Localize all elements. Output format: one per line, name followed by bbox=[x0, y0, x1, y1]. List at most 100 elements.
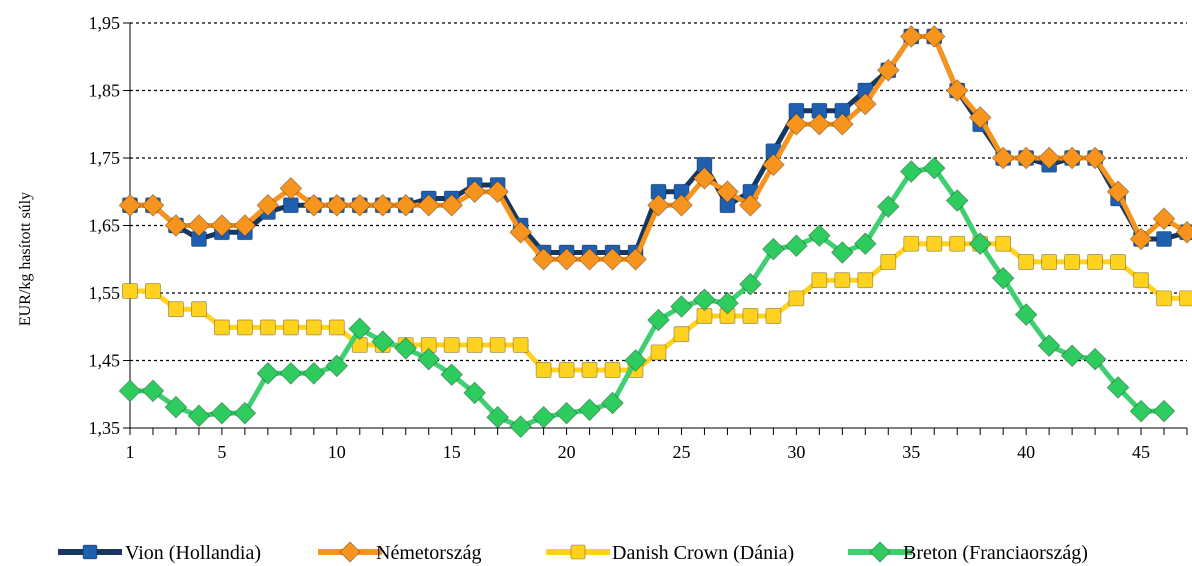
data-point bbox=[257, 363, 279, 385]
x-tick-label: 15 bbox=[443, 442, 461, 462]
data-point bbox=[303, 363, 325, 385]
data-point bbox=[996, 236, 1011, 251]
data-point bbox=[671, 296, 693, 318]
series-line bbox=[130, 37, 1187, 253]
data-point bbox=[674, 327, 689, 342]
data-point bbox=[812, 273, 827, 288]
data-point bbox=[395, 194, 417, 216]
legend-label: Breton (Franciaország) bbox=[903, 542, 1088, 564]
data-point bbox=[533, 406, 555, 428]
legend-item: Danish Crown (Dánia) bbox=[546, 542, 794, 564]
y-tick-label: 1,95 bbox=[89, 13, 121, 33]
data-point bbox=[119, 380, 141, 402]
legend-swatch-marker bbox=[870, 542, 890, 562]
data-point bbox=[950, 236, 965, 251]
data-point bbox=[329, 320, 344, 335]
data-point bbox=[1157, 291, 1172, 306]
data-point bbox=[786, 235, 808, 257]
data-point bbox=[188, 405, 210, 427]
data-point bbox=[191, 302, 206, 317]
data-point bbox=[743, 308, 758, 323]
x-tick-label: 1 bbox=[126, 442, 135, 462]
data-point bbox=[927, 236, 942, 251]
data-point bbox=[211, 402, 233, 424]
y-tick-label: 1,35 bbox=[89, 418, 121, 438]
data-point bbox=[559, 362, 574, 377]
data-point bbox=[237, 320, 252, 335]
x-tick-label: 25 bbox=[672, 442, 690, 462]
data-point bbox=[349, 194, 371, 216]
data-point bbox=[579, 399, 601, 421]
data-point bbox=[1180, 291, 1192, 306]
x-tick-label: 20 bbox=[558, 442, 576, 462]
legend-item: Breton (Franciaország) bbox=[848, 542, 1088, 564]
data-point bbox=[904, 236, 919, 251]
data-point bbox=[372, 194, 394, 216]
legend-label: Németország bbox=[376, 542, 482, 564]
x-tick-label: 45 bbox=[1132, 442, 1150, 462]
data-point bbox=[283, 320, 298, 335]
data-point bbox=[326, 194, 348, 216]
data-point bbox=[510, 416, 532, 438]
data-point bbox=[1157, 232, 1172, 247]
data-point bbox=[280, 363, 302, 385]
data-point bbox=[260, 320, 275, 335]
data-point bbox=[467, 337, 482, 352]
legend-swatch-marker bbox=[340, 542, 360, 562]
series-group bbox=[119, 26, 1192, 438]
data-point bbox=[1019, 254, 1034, 269]
y-tick-label: 1,45 bbox=[89, 351, 121, 371]
data-point bbox=[214, 320, 229, 335]
data-point bbox=[602, 392, 624, 414]
x-tick-labels: 1 5 10 15 20 25 30 35 40 45 bbox=[126, 442, 1151, 462]
data-point bbox=[923, 26, 945, 48]
data-point bbox=[651, 345, 666, 360]
data-point bbox=[858, 273, 873, 288]
legend-swatch-marker bbox=[83, 545, 97, 559]
data-point bbox=[1042, 254, 1057, 269]
data-point bbox=[513, 337, 528, 352]
legend-label: Danish Crown (Dánia) bbox=[612, 542, 794, 564]
data-point bbox=[582, 362, 597, 377]
data-point bbox=[168, 302, 183, 317]
data-point bbox=[1061, 345, 1083, 367]
y-tick-label: 1,65 bbox=[89, 216, 121, 236]
data-point bbox=[1061, 147, 1083, 169]
data-point bbox=[1015, 147, 1037, 169]
data-point bbox=[694, 289, 716, 311]
data-point bbox=[145, 283, 160, 298]
data-point bbox=[1088, 254, 1103, 269]
legend-item: Vion (Hollandia) bbox=[58, 542, 261, 564]
data-point bbox=[536, 362, 551, 377]
data-point bbox=[1134, 273, 1149, 288]
y-tick-label: 1,85 bbox=[89, 81, 121, 101]
y-axis-label: EUR/kg hasított súly bbox=[17, 192, 34, 326]
x-tick-label: 35 bbox=[902, 442, 920, 462]
data-point bbox=[490, 337, 505, 352]
data-point bbox=[766, 308, 781, 323]
data-point bbox=[306, 320, 321, 335]
legend: Vion (Hollandia) Németország Danish Crown … bbox=[58, 542, 1088, 564]
data-point bbox=[1065, 254, 1080, 269]
data-point bbox=[283, 198, 298, 213]
x-tick-label: 40 bbox=[1017, 442, 1035, 462]
data-point bbox=[789, 291, 804, 306]
data-point bbox=[444, 337, 459, 352]
data-point bbox=[605, 362, 620, 377]
data-point bbox=[1111, 254, 1126, 269]
y-tick-label: 1,75 bbox=[89, 148, 121, 168]
data-point bbox=[648, 309, 670, 331]
data-point bbox=[556, 402, 578, 424]
data-point bbox=[123, 283, 138, 298]
legend-swatch-marker bbox=[571, 545, 585, 559]
legend-item: Németország bbox=[318, 542, 482, 564]
data-point bbox=[234, 402, 256, 424]
data-point bbox=[881, 254, 896, 269]
data-point bbox=[1153, 400, 1175, 422]
data-point bbox=[119, 194, 141, 216]
data-point bbox=[835, 273, 850, 288]
legend-label: Vion (Hollandia) bbox=[125, 542, 261, 564]
series-2 bbox=[119, 26, 1192, 270]
series-3 bbox=[123, 236, 1192, 377]
